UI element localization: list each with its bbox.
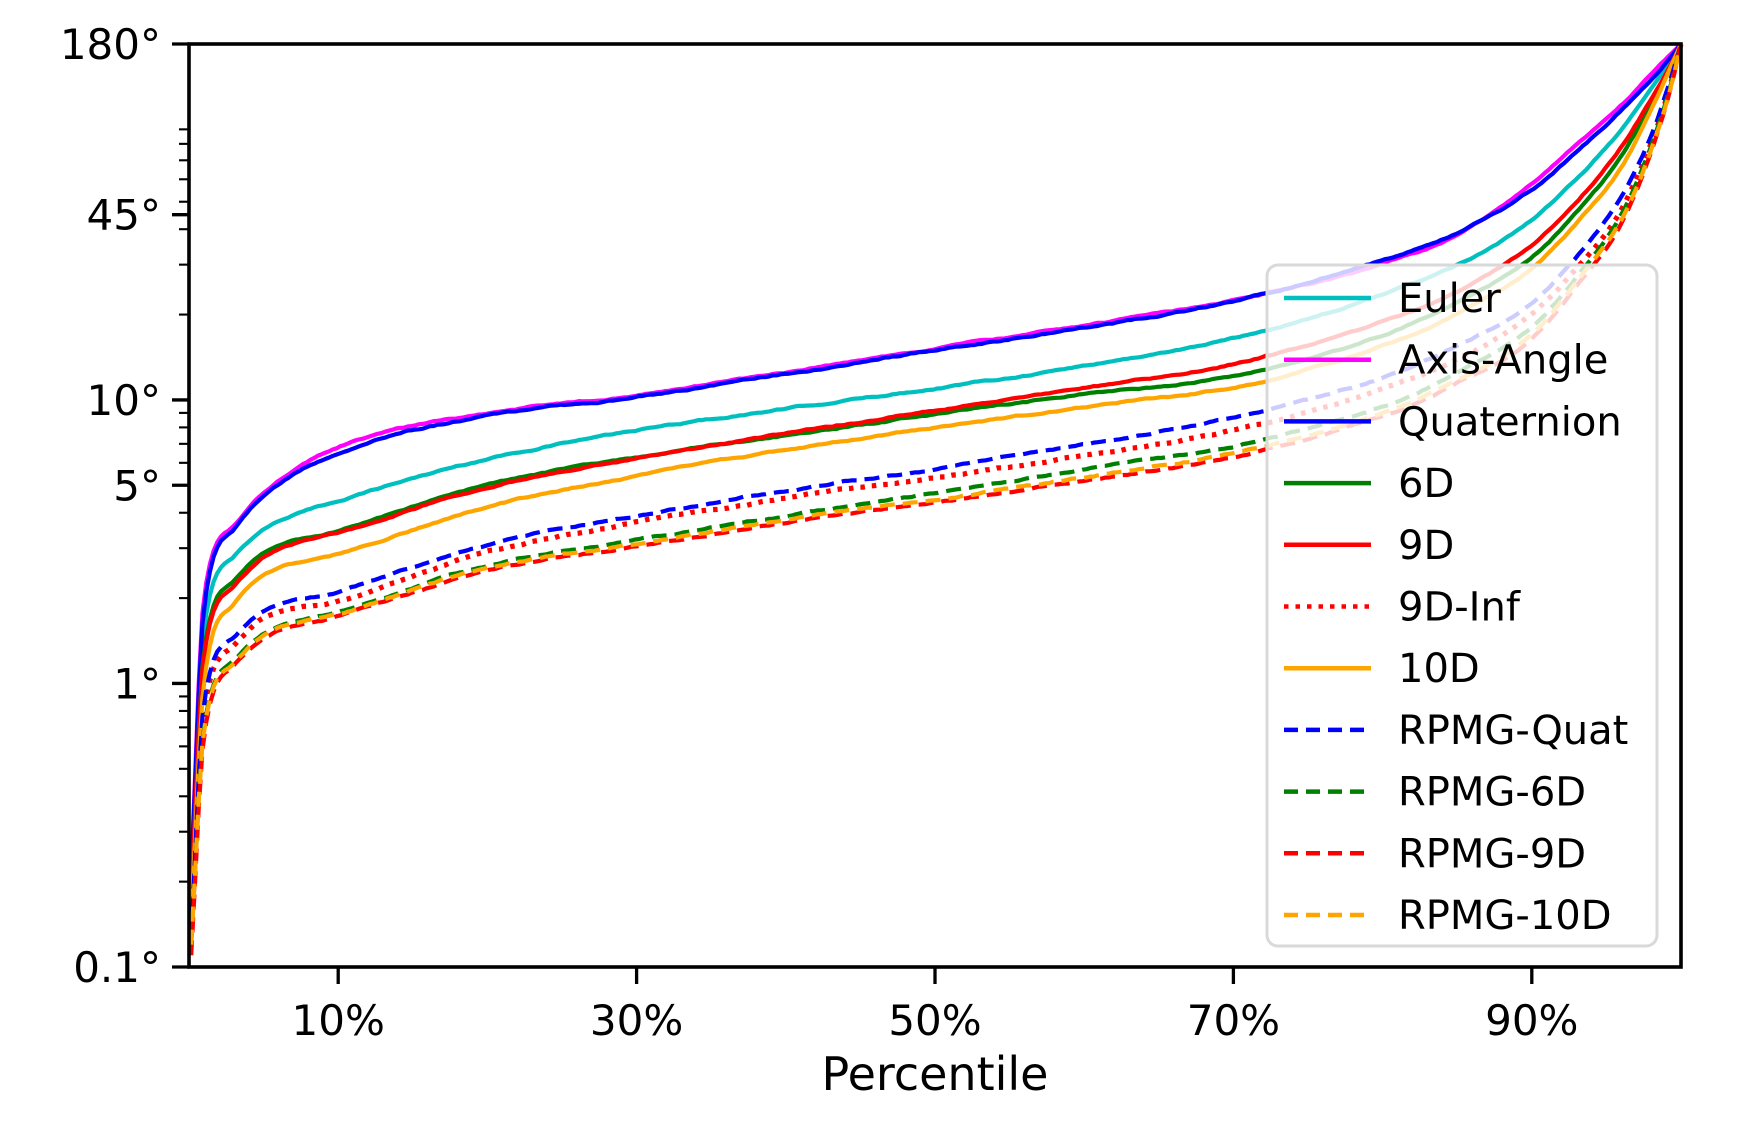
legend-frame <box>1265 263 1659 948</box>
legend: Euler Axis-Angle Quaternion 6D 9D 9D-Inf… <box>1265 263 1659 948</box>
legend-label-euler: Euler <box>1398 276 1501 322</box>
legend-label-9d: 9D <box>1398 523 1454 569</box>
x-tick-label-90: 90% <box>1485 996 1578 1045</box>
legend-label-rpmg-6d: RPMG-6D <box>1398 770 1586 816</box>
curve-quaternion <box>189 42 1683 876</box>
x-axis-title: Percentile <box>822 1047 1049 1101</box>
legend-label-rpmg-quat: RPMG-Quat <box>1398 708 1628 754</box>
y-tick-label-180: 180° <box>60 20 161 69</box>
curve-rpmg-10d <box>189 43 1684 945</box>
legend-label-rpmg-10d: RPMG-10D <box>1398 893 1612 939</box>
legend-label-rpmg-9d: RPMG-9D <box>1398 831 1586 877</box>
y-tick-label-5: 5° <box>113 461 161 510</box>
axes-layer <box>172 42 1683 984</box>
x-tick-label-70: 70% <box>1187 996 1280 1045</box>
legend-label-9d-inf: 9D-Inf <box>1398 585 1521 631</box>
y-tick-label-0p1: 0.1° <box>73 943 161 992</box>
y-tick-label-45: 45° <box>87 191 161 240</box>
legend-label-10d: 10D <box>1398 646 1480 692</box>
legend-labels: Euler Axis-Angle Quaternion 6D 9D 9D-Inf… <box>1398 276 1628 939</box>
x-tick-label-30: 30% <box>590 996 683 1045</box>
x-tick-label-10: 10% <box>292 996 385 1045</box>
legend-box <box>1265 263 1659 948</box>
legend-label-6d: 6D <box>1398 461 1454 507</box>
y-tick-label-10: 10° <box>87 376 161 425</box>
legend-label-axis-angle: Axis-Angle <box>1398 338 1608 384</box>
x-tick-label-50: 50% <box>888 996 981 1045</box>
legend-label-quaternion: Quaternion <box>1398 399 1622 445</box>
curve-rpmg-6d <box>189 43 1684 945</box>
y-tick-label-1: 1° <box>113 659 161 708</box>
tick-labels: 180° 45° 10° 5° 1° 0.1° 10% 30% 50% 70% … <box>60 20 1579 1101</box>
